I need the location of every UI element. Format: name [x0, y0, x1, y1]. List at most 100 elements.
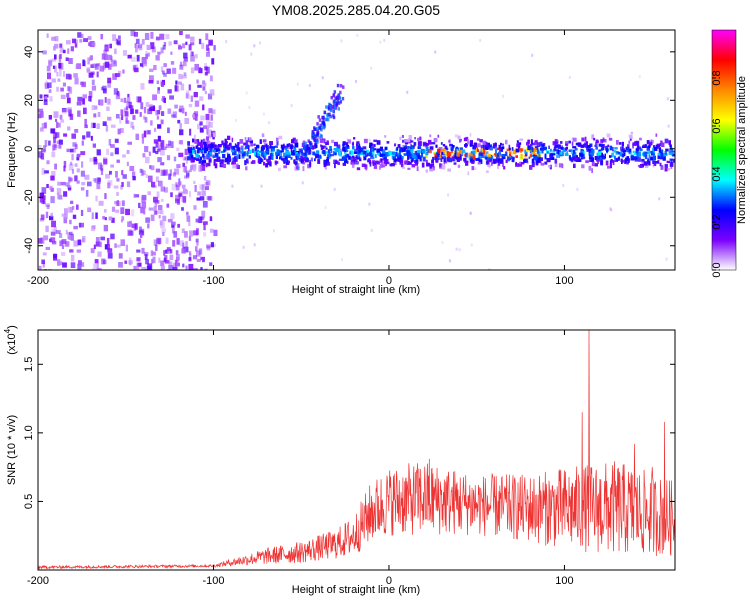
- heatmap-cell: [227, 153, 231, 158]
- heatmap-cell: [617, 156, 620, 160]
- heatmap-cell: [160, 162, 165, 166]
- heatmap-cell: [497, 147, 501, 151]
- heatmap-cell: [52, 145, 55, 152]
- heatmap-cell: [290, 104, 293, 108]
- heatmap-cell: [48, 140, 51, 146]
- heatmap-cell: [508, 156, 510, 162]
- heatmap-cell: [540, 147, 545, 151]
- heatmap-cell: [647, 158, 650, 161]
- heatmap-cell: [229, 142, 232, 148]
- heatmap-cell: [427, 139, 432, 145]
- heatmap-cell: [598, 143, 601, 147]
- heatmap-cell: [168, 261, 173, 266]
- heatmap-cell: [169, 169, 173, 176]
- heatmap-cell: [178, 73, 183, 80]
- x-tick-label: -100: [202, 575, 224, 587]
- heatmap-cell: [257, 157, 261, 160]
- heatmap-cell: [203, 176, 207, 181]
- heatmap-cell: [214, 144, 217, 148]
- heatmap-cell: [137, 96, 142, 103]
- heatmap-cell: [311, 136, 314, 140]
- heatmap-cell: [326, 156, 330, 160]
- heatmap-cell: [485, 146, 489, 150]
- heatmap-cell: [657, 155, 660, 159]
- heatmap-cell: [620, 158, 623, 162]
- heatmap-cell: [62, 49, 66, 54]
- heatmap-cell: [181, 228, 185, 233]
- heatmap-cell: [150, 106, 156, 111]
- heatmap-cell: [97, 251, 102, 257]
- heatmap-cell: [57, 259, 61, 266]
- heatmap-cell: [63, 70, 65, 77]
- heatmap-cell: [181, 107, 185, 114]
- heatmap-cell: [515, 163, 520, 167]
- heatmap-cell: [588, 148, 593, 154]
- heatmap-cell: [346, 144, 349, 148]
- heatmap-cell: [595, 140, 599, 143]
- heatmap-cell: [581, 150, 585, 154]
- heatmap-cell: [655, 133, 658, 137]
- heatmap-cell: [487, 160, 490, 164]
- heatmap-cell: [165, 249, 169, 254]
- heatmap-cell: [439, 163, 442, 167]
- heatmap-cell: [150, 32, 154, 39]
- heatmap-cell: [165, 143, 170, 148]
- heatmap-cell: [72, 38, 76, 44]
- heatmap-cell: [63, 165, 66, 172]
- heatmap-cell: [367, 152, 371, 157]
- heatmap-cell: [198, 248, 203, 255]
- heatmap-cell: [629, 138, 632, 141]
- heatmap-cell: [199, 96, 204, 101]
- heatmap-cell: [594, 163, 598, 167]
- heatmap-cell: [313, 133, 316, 138]
- heatmap-cell: [195, 218, 199, 223]
- heatmap-cell: [568, 140, 571, 144]
- colorbar: 0.00.20.40.60.8 Normalized spectral ampl…: [711, 29, 748, 278]
- heatmap-cell: [57, 78, 61, 82]
- heatmap-cell: [538, 150, 543, 154]
- heatmap-cell: [62, 109, 67, 114]
- heatmap-cell: [103, 54, 109, 61]
- heatmap-cell: [348, 155, 351, 160]
- heatmap-cell: [474, 142, 477, 148]
- heatmap-cell: [103, 49, 108, 55]
- heatmap-cell: [535, 158, 540, 164]
- heatmap-cell: [446, 152, 451, 157]
- heatmap-cell: [372, 161, 375, 166]
- x-tick-label: 100: [555, 275, 573, 287]
- heatmap-cell: [386, 141, 390, 144]
- heatmap-cell: [116, 244, 121, 248]
- heatmap-cell: [44, 82, 48, 86]
- heatmap-cell: [346, 160, 349, 164]
- heatmap-cell: [204, 66, 208, 71]
- snr-series-line: [38, 330, 675, 570]
- heatmap-cell: [102, 62, 106, 70]
- heatmap-cell: [609, 163, 612, 169]
- heatmap-cell: [606, 133, 611, 138]
- heatmap-cell: [171, 114, 176, 118]
- heatmap-cell: [63, 216, 67, 224]
- heatmap-cell: [182, 165, 186, 173]
- heatmap-cell: [328, 102, 331, 107]
- heatmap-cell: [240, 145, 244, 151]
- heatmap-cell: [141, 137, 144, 144]
- heatmap-cell: [93, 113, 97, 118]
- heatmap-cell: [160, 198, 164, 202]
- heatmap-cell: [485, 151, 489, 155]
- heatmap-cell: [71, 254, 75, 262]
- heatmap-cell: [160, 140, 165, 147]
- heatmap-cell: [46, 33, 49, 38]
- heatmap-cell: [264, 150, 269, 153]
- heatmap-cell: [591, 168, 593, 173]
- heatmap-cell: [285, 151, 290, 155]
- heatmap-cell: [306, 144, 309, 147]
- heatmap-cell: [642, 144, 647, 147]
- heatmap-cell: [530, 139, 533, 145]
- heatmap-cell: [578, 158, 582, 162]
- heatmap-cell: [505, 139, 508, 145]
- heatmap-cell: [77, 153, 81, 157]
- heatmap-cell: [659, 143, 662, 147]
- heatmap-cell: [337, 101, 341, 105]
- colorbar-tick-label: 0.4: [711, 166, 723, 181]
- heatmap-cell: [329, 114, 332, 119]
